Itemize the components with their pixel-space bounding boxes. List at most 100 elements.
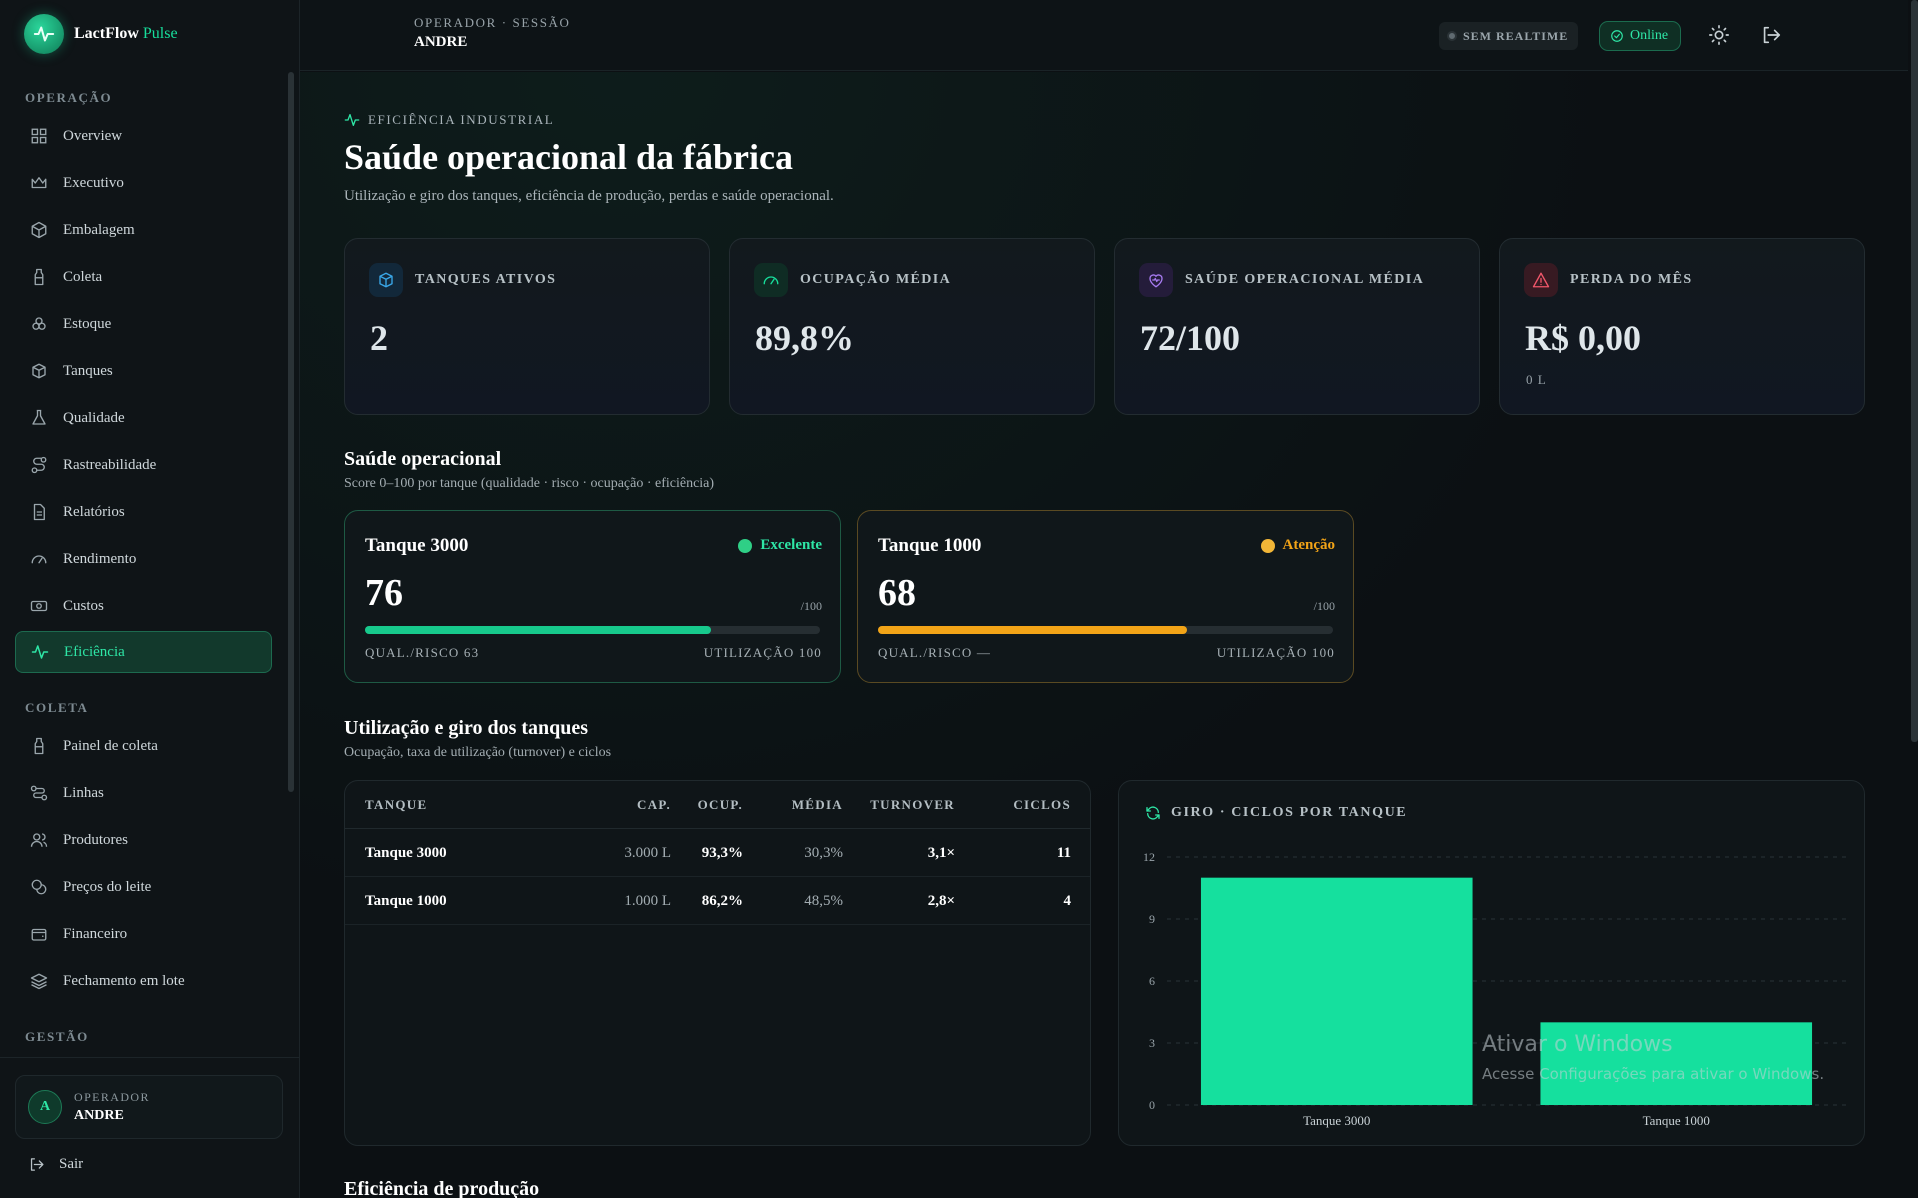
sidebar-item-custos[interactable]: Custos: [15, 585, 272, 627]
sidebar-item-financeiro[interactable]: Financeiro: [15, 913, 272, 955]
table-row[interactable]: Tanque 1000 1.000 L 86,2% 48,5% 2,8× 4: [345, 877, 1090, 925]
column-header-tanque[interactable]: TANQUE: [365, 797, 428, 812]
status-label: Excelente: [760, 537, 822, 553]
brand-name: LactFlow Pulse: [74, 25, 178, 42]
sidebar-item-painel-de-coleta[interactable]: Painel de coleta: [15, 725, 272, 767]
brand[interactable]: LactFlow Pulse: [24, 14, 178, 54]
grid-icon: [31, 128, 47, 144]
chart-card-giro: GIRO · CICLOS POR TANQUE 0 3 6 9 12 Tanque 30…: [1118, 780, 1865, 1146]
sidebar-item-label: Overview: [63, 127, 123, 144]
sidebar-item-label: Custos: [63, 597, 104, 614]
money-icon: [30, 600, 48, 612]
table-header: TANQUE CAP. OCUP. MÉDIA TURNOVER CICLOS: [345, 781, 1090, 829]
column-header-media[interactable]: MÉDIA: [791, 797, 843, 812]
sidebar-scrollbar[interactable]: [288, 72, 294, 792]
brand-logo-icon: [24, 14, 64, 54]
sidebar-item-label: Rastreabilidade: [63, 456, 157, 473]
sidebar-item-linhas[interactable]: Linhas: [15, 772, 272, 814]
sidebar-item-relatorios[interactable]: Relatórios: [15, 491, 272, 533]
status-badge: Atenção: [1260, 537, 1335, 554]
logout-icon[interactable]: [1760, 24, 1782, 46]
sidebar-item-qualidade[interactable]: Qualidade: [15, 397, 272, 439]
sidebar: LactFlow Pulse OPERAÇÃO Overview Executiv…: [0, 0, 300, 1198]
kpi-value: 72/100: [1140, 318, 1241, 358]
crown-icon: [31, 177, 47, 189]
sidebar-item-rastreabilidade[interactable]: Rastreabilidade: [15, 444, 272, 486]
main-scrollbar[interactable]: [1911, 0, 1918, 742]
cell-cap: 1.000 L: [624, 893, 671, 909]
y-tick-label: 9: [1149, 912, 1155, 926]
sidebar-item-label: Produtores: [63, 831, 128, 848]
activity-icon: [31, 645, 49, 659]
sidebar-item-rendimento[interactable]: Rendimento: [15, 538, 272, 580]
kpi-card-tanques-ativos: TANQUES ATIVOS 2: [344, 238, 710, 415]
column-header-cap[interactable]: CAP.: [637, 797, 671, 812]
logout-button[interactable]: Sair: [28, 1156, 83, 1173]
operator-name: ANDRE: [74, 1108, 124, 1123]
tank-icon: [32, 363, 46, 379]
online-status-badge: Online: [1599, 21, 1682, 51]
section-title-eficiencia-producao: Eficiência de produção: [344, 1178, 540, 1198]
milk-icon: [34, 737, 44, 755]
sidebar-item-overview[interactable]: Overview: [15, 115, 272, 157]
section-label-coleta: COLETA: [25, 700, 89, 715]
sidebar-item-produtores[interactable]: Produtores: [15, 819, 272, 861]
boxes-icon: [32, 317, 46, 330]
table-row[interactable]: Tanque 3000 3.000 L 93,3% 30,3% 3,1× 11: [345, 829, 1090, 877]
gauge-icon: [31, 555, 47, 564]
column-header-ciclos[interactable]: CICLOS: [1013, 797, 1071, 812]
status-dot-icon: [1260, 538, 1275, 553]
column-header-ocup[interactable]: OCUP.: [697, 797, 743, 812]
sidebar-item-embalagem[interactable]: Embalagem: [15, 209, 272, 251]
logout-icon: [30, 1158, 44, 1171]
sidebar-item-label: Estoque: [63, 315, 112, 332]
utilization-table: TANQUE CAP. OCUP. MÉDIA TURNOVER CICLOS …: [344, 780, 1091, 1146]
sidebar-item-fechamento-em-lote[interactable]: Fechamento em lote: [15, 960, 272, 1002]
theme-toggle-sun-icon[interactable]: [1708, 24, 1730, 46]
sidebar-item-label: Painel de coleta: [63, 737, 158, 754]
kpi-label: PERDA DO MÊS: [1570, 272, 1693, 287]
sidebar-item-label: Rendimento: [63, 550, 137, 567]
bottle-icon: [34, 268, 44, 286]
check-circle-icon: [1611, 30, 1623, 42]
sidebar-item-executivo[interactable]: Executivo: [15, 162, 272, 204]
section-subtitle-utilizacao: Ocupação, taxa de utilização (turnover) …: [344, 745, 612, 760]
operator-card[interactable]: A OPERADOR ANDRE: [15, 1075, 283, 1139]
realtime-label: SEM REALTIME: [1463, 28, 1569, 43]
sidebar-item-coleta[interactable]: Coleta: [15, 256, 272, 298]
health-card-tanque-1000[interactable]: Tanque 1000 Atenção 68 /100 QUAL./RISCO …: [857, 510, 1354, 683]
kpi-label: OCUPAÇÃO MÉDIA: [800, 272, 952, 287]
sidebar-divider: [0, 1057, 299, 1058]
health-card-tanque-3000[interactable]: Tanque 3000 Excelente 76 /100 QUAL./RISC…: [344, 510, 841, 683]
sidebar-item-precos-do-leite[interactable]: Preços do leite: [15, 866, 272, 908]
bar: [1540, 1022, 1813, 1105]
sidebar-item-label: Linhas: [63, 784, 104, 801]
kpi-icon-box: [369, 263, 403, 297]
section-subtitle-saude: Score 0–100 por tanque (qualidade · risc…: [344, 476, 715, 491]
section-title-utilizacao: Utilização e giro dos tanques: [344, 717, 589, 739]
section-title-saude: Saúde operacional: [344, 448, 502, 470]
cell-media: 30,3%: [804, 845, 843, 861]
cell-ciclos: 4: [1063, 893, 1072, 909]
tank-name: Tanque 1000: [878, 535, 982, 556]
kpi-label: SAÚDE OPERACIONAL MÉDIA: [1185, 272, 1425, 287]
y-tick-label: 0: [1149, 1098, 1155, 1112]
topbar: OPERADOR · SESSÃO ANDRE SEM REALTIME Onl…: [300, 0, 1908, 71]
sidebar-item-tanques[interactable]: Tanques: [15, 350, 272, 392]
sidebar-item-estoque[interactable]: Estoque: [15, 303, 272, 345]
kpi-card-perda-do-mes: PERDA DO MÊS R$ 0,00 0 L: [1499, 238, 1865, 415]
online-label: Online: [1630, 28, 1669, 43]
cube-icon: [379, 272, 393, 288]
sidebar-item-label: Relatórios: [63, 503, 125, 520]
windows-activation-subtitle: Acesse Configurações para ativar o Windo…: [1482, 1065, 1825, 1083]
health-score-max: /100: [1313, 599, 1335, 613]
kpi-icon-box: [1139, 263, 1173, 297]
column-header-turnover[interactable]: TURNOVER: [870, 797, 955, 812]
cell-tanque: Tanque 1000: [365, 893, 447, 909]
cell-ocup: 86,2%: [701, 893, 743, 909]
sidebar-item-eficiencia[interactable]: Eficiência: [15, 631, 272, 673]
sidebar-item-label: Fechamento em lote: [63, 972, 185, 989]
health-progress-fill: [365, 626, 711, 634]
tank-name: Tanque 3000: [365, 535, 469, 556]
realtime-badge: SEM REALTIME: [1439, 22, 1579, 50]
